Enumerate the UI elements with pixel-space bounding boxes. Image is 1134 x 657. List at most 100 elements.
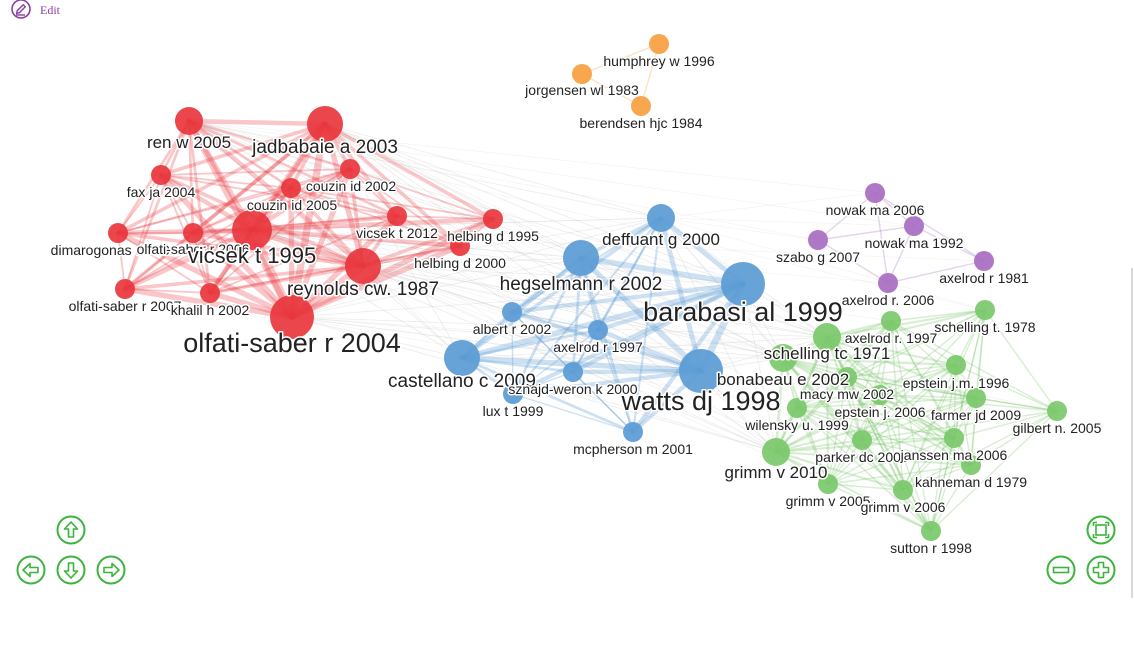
node-14[interactable]	[270, 295, 314, 339]
edge-244	[953, 309, 986, 439]
node-6[interactable]	[108, 223, 128, 243]
edge-236	[781, 308, 987, 360]
edge-45	[580, 257, 777, 453]
node-9[interactable]	[345, 248, 381, 284]
edge-59	[362, 265, 514, 395]
pan-right-button[interactable]	[96, 555, 126, 585]
node-27[interactable]	[631, 96, 651, 116]
node-30[interactable]	[904, 216, 924, 236]
node-46[interactable]	[961, 455, 981, 475]
edit-button[interactable]: Edit	[8, 0, 60, 20]
node-8[interactable]	[232, 210, 272, 250]
node-12[interactable]	[115, 279, 135, 299]
edge-161	[249, 227, 463, 249]
node-38[interactable]	[837, 367, 857, 387]
node-label-48: grimm v 2006	[861, 499, 946, 515]
edge-350	[827, 437, 955, 485]
node-0[interactable]	[175, 107, 203, 135]
node-2[interactable]	[151, 165, 171, 185]
node-label-40: farmer jd 2009	[931, 407, 1021, 423]
node-20[interactable]	[444, 340, 480, 376]
edge-225	[817, 192, 876, 241]
node-18[interactable]	[502, 302, 522, 322]
node-4[interactable]	[281, 178, 301, 198]
node-31[interactable]	[974, 251, 994, 271]
edge-36	[291, 316, 702, 372]
pan-down-button[interactable]	[56, 555, 86, 585]
edge-28	[362, 265, 702, 372]
pan-left-button[interactable]	[16, 555, 46, 585]
edge-198	[510, 281, 746, 397]
node-48[interactable]	[893, 480, 913, 500]
node-33[interactable]	[975, 300, 995, 320]
edge-312	[796, 394, 881, 409]
node-29[interactable]	[808, 230, 828, 250]
node-32[interactable]	[878, 273, 898, 293]
node-label-24: mcpherson m 2001	[573, 441, 693, 457]
edge-214	[459, 355, 704, 374]
node-24[interactable]	[623, 422, 643, 442]
node-16[interactable]	[563, 240, 599, 276]
node-21[interactable]	[563, 362, 583, 382]
edge-292	[955, 364, 1058, 412]
zoom-in-button[interactable]	[1086, 555, 1116, 585]
edge-55	[117, 217, 662, 234]
edge-319	[879, 394, 904, 491]
node-28[interactable]	[865, 183, 885, 203]
edge-294	[953, 364, 957, 439]
edge-283	[774, 356, 785, 454]
node-36[interactable]	[769, 344, 797, 372]
fit-screen-button[interactable]	[1086, 515, 1116, 545]
edge-4	[188, 120, 702, 372]
edge-111	[160, 174, 292, 189]
node-19[interactable]	[588, 320, 608, 340]
node-label-16: hegselmann r 2002	[500, 274, 663, 295]
node-37[interactable]	[946, 355, 966, 375]
node-5[interactable]	[387, 206, 407, 226]
node-17[interactable]	[721, 262, 765, 306]
node-43[interactable]	[852, 430, 872, 450]
node-47[interactable]	[818, 474, 838, 494]
node-label-3: couzin id 2002	[306, 178, 397, 194]
edge-242	[984, 309, 1058, 412]
node-42[interactable]	[1047, 401, 1067, 421]
node-23[interactable]	[679, 349, 723, 393]
node-39[interactable]	[870, 385, 890, 405]
network-map[interactable]: ren w 2005 jadbabaie a 2003 fax ja 2004 cou…	[0, 0, 1134, 600]
node-1[interactable]	[307, 106, 343, 142]
pan-up-button[interactable]	[56, 515, 86, 545]
edge-147	[289, 213, 400, 320]
node-25[interactable]	[649, 34, 669, 54]
node-3[interactable]	[340, 159, 360, 179]
node-26[interactable]	[572, 64, 592, 84]
node-44[interactable]	[944, 428, 964, 448]
edge-12	[324, 123, 702, 372]
edge-15	[324, 123, 777, 453]
edge-29	[362, 265, 828, 338]
edge-144	[396, 215, 494, 220]
edge-211	[597, 329, 634, 433]
node-49[interactable]	[921, 521, 941, 541]
node-22[interactable]	[503, 384, 523, 404]
edge-113	[117, 174, 162, 234]
node-10[interactable]	[483, 209, 503, 229]
node-label-43: parker dc 2003	[815, 449, 909, 465]
edge-74	[291, 316, 881, 396]
zoom-out-button[interactable]	[1046, 555, 1076, 585]
scrollbar[interactable]	[1131, 268, 1133, 598]
node-45[interactable]	[762, 438, 790, 466]
node-label-31: axelrod r 1981	[939, 270, 1029, 286]
node-41[interactable]	[787, 398, 807, 418]
edge-101	[116, 122, 327, 235]
node-11[interactable]	[450, 236, 470, 256]
node-40[interactable]	[966, 388, 986, 408]
node-35[interactable]	[813, 323, 841, 351]
node-34[interactable]	[881, 311, 901, 331]
node-15[interactable]	[647, 204, 675, 232]
node-7[interactable]	[183, 223, 203, 243]
edge-254	[796, 320, 892, 409]
edge-156	[124, 232, 194, 290]
edge-133	[192, 187, 292, 234]
edge-82	[362, 265, 904, 491]
node-13[interactable]	[200, 283, 220, 303]
